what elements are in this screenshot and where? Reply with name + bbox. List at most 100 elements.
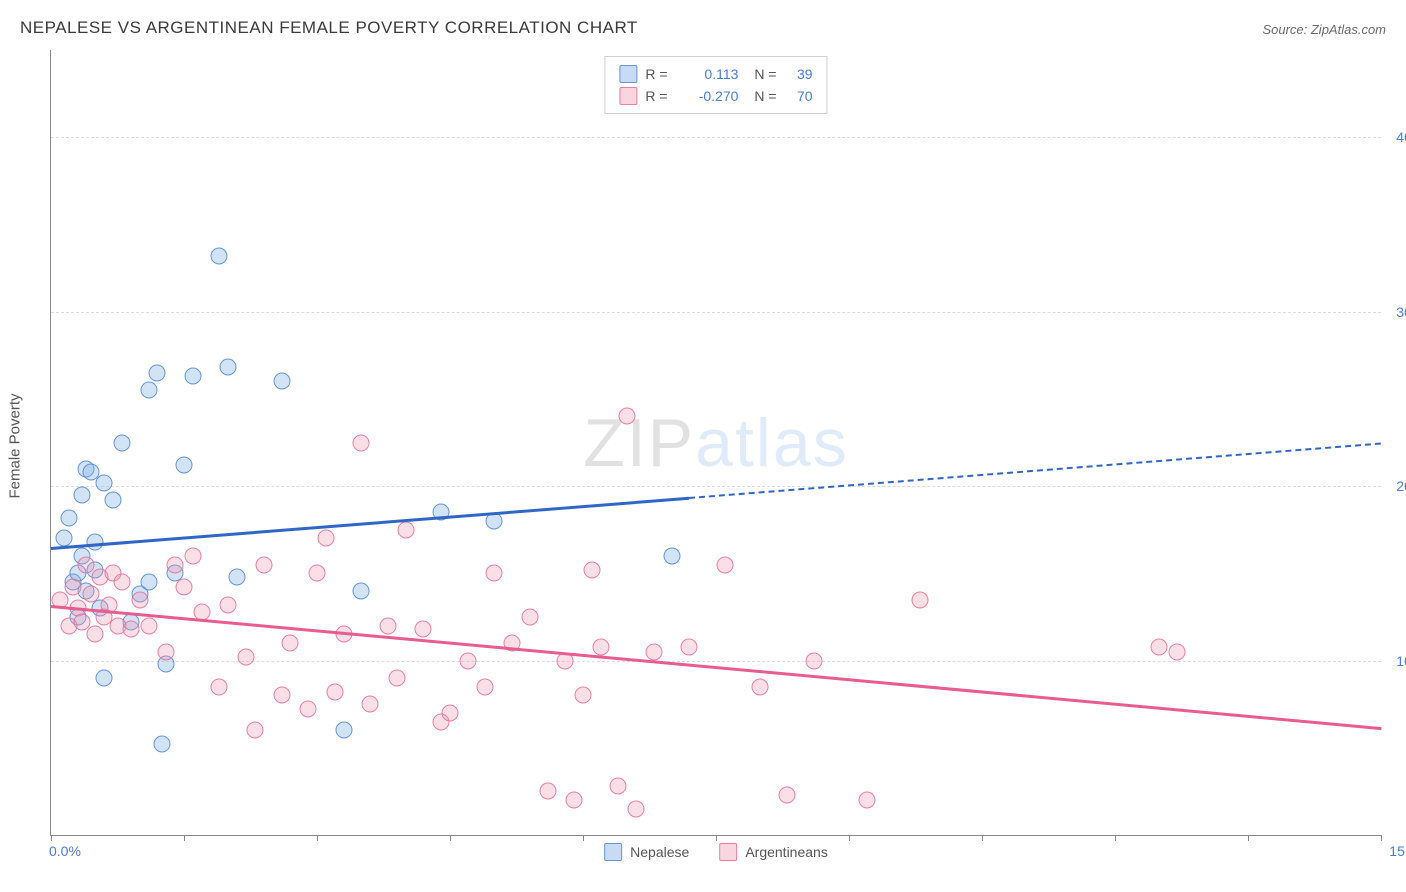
scatter-point	[353, 434, 370, 451]
scatter-point	[645, 643, 662, 660]
n-label: N =	[754, 63, 776, 85]
scatter-point	[140, 574, 157, 591]
scatter-point	[74, 486, 91, 503]
y-tick-label: 30.0%	[1396, 304, 1406, 320]
scatter-point	[211, 247, 228, 264]
stats-row-nepalese: R = 0.113 N = 39	[619, 63, 812, 85]
scatter-point	[459, 652, 476, 669]
scatter-point	[273, 687, 290, 704]
legend-label: Argentineans	[745, 844, 828, 860]
scatter-point	[326, 683, 343, 700]
n-value-nepalese: 39	[785, 63, 813, 85]
scatter-point	[229, 568, 246, 585]
x-tick-mark	[1115, 835, 1116, 841]
scatter-point	[65, 579, 82, 596]
scatter-point	[1151, 638, 1168, 655]
scatter-point	[282, 635, 299, 652]
watermark-atlas: atlas	[695, 405, 849, 481]
trend-line	[51, 497, 690, 550]
correlation-stats-box: R = 0.113 N = 39 R = -0.270 N = 70	[604, 56, 827, 114]
scatter-point	[610, 778, 627, 795]
watermark-zip: ZIP	[583, 405, 695, 481]
scatter-point	[858, 792, 875, 809]
legend-label: Nepalese	[630, 844, 689, 860]
x-tick-mark	[716, 835, 717, 841]
scatter-point	[566, 792, 583, 809]
scatter-point	[1169, 643, 1186, 660]
r-value-argentineans: -0.270	[683, 85, 738, 107]
x-tick-mark	[1248, 835, 1249, 841]
grid-line	[51, 486, 1381, 487]
scatter-point	[592, 638, 609, 655]
legend-item-nepalese: Nepalese	[604, 843, 689, 861]
scatter-point	[663, 547, 680, 564]
scatter-point	[153, 736, 170, 753]
scatter-point	[716, 556, 733, 573]
scatter-point	[300, 701, 317, 718]
r-label: R =	[645, 63, 675, 85]
y-axis-title: Female Poverty	[7, 393, 24, 498]
n-value-argentineans: 70	[785, 85, 813, 107]
scatter-point	[911, 591, 928, 608]
scatter-point	[220, 359, 237, 376]
scatter-point	[96, 670, 113, 687]
r-value-nepalese: 0.113	[683, 63, 738, 85]
y-tick-label: 20.0%	[1396, 478, 1406, 494]
scatter-point	[87, 626, 104, 643]
legend: Nepalese Argentineans	[604, 843, 828, 861]
swatch-pink-icon	[619, 87, 637, 105]
source-label: Source: ZipAtlas.com	[1262, 22, 1386, 37]
scatter-point	[184, 547, 201, 564]
scatter-point	[167, 556, 184, 573]
x-tick-mark	[982, 835, 983, 841]
scatter-point	[122, 621, 139, 638]
scatter-point	[362, 696, 379, 713]
scatter-point	[176, 579, 193, 596]
legend-item-argentineans: Argentineans	[719, 843, 828, 861]
scatter-point	[82, 586, 99, 603]
scatter-point	[379, 617, 396, 634]
scatter-point	[149, 364, 166, 381]
scatter-point	[539, 783, 556, 800]
scatter-point	[575, 687, 592, 704]
scatter-point	[176, 457, 193, 474]
swatch-blue-icon	[604, 843, 622, 861]
scatter-point	[158, 643, 175, 660]
x-tick-mark	[450, 835, 451, 841]
x-tick-mark	[583, 835, 584, 841]
scatter-point	[317, 530, 334, 547]
x-tick-mark	[184, 835, 185, 841]
scatter-point	[56, 530, 73, 547]
scatter-point	[113, 434, 130, 451]
scatter-point	[60, 509, 77, 526]
scatter-point	[211, 678, 228, 695]
r-label: R =	[645, 85, 675, 107]
scatter-point	[238, 649, 255, 666]
stats-row-argentineans: R = -0.270 N = 70	[619, 85, 812, 107]
scatter-point	[805, 652, 822, 669]
trend-line	[689, 442, 1381, 498]
scatter-point	[335, 722, 352, 739]
scatter-point	[415, 621, 432, 638]
grid-line	[51, 312, 1381, 313]
scatter-point	[113, 574, 130, 591]
scatter-point	[583, 561, 600, 578]
scatter-point	[681, 638, 698, 655]
n-label: N =	[754, 85, 776, 107]
scatter-point	[96, 474, 113, 491]
x-tick-label: 0.0%	[49, 843, 81, 859]
chart-title: NEPALESE VS ARGENTINEAN FEMALE POVERTY C…	[20, 18, 638, 38]
scatter-point	[105, 492, 122, 509]
scatter-point	[486, 565, 503, 582]
scatter-point	[477, 678, 494, 695]
scatter-point	[521, 608, 538, 625]
x-tick-mark	[317, 835, 318, 841]
y-tick-label: 40.0%	[1396, 129, 1406, 145]
scatter-point	[184, 368, 201, 385]
scatter-point	[140, 617, 157, 634]
scatter-point	[619, 408, 636, 425]
trend-line	[51, 605, 1381, 730]
scatter-point	[220, 596, 237, 613]
scatter-point	[628, 800, 645, 817]
x-tick-mark	[51, 835, 52, 841]
